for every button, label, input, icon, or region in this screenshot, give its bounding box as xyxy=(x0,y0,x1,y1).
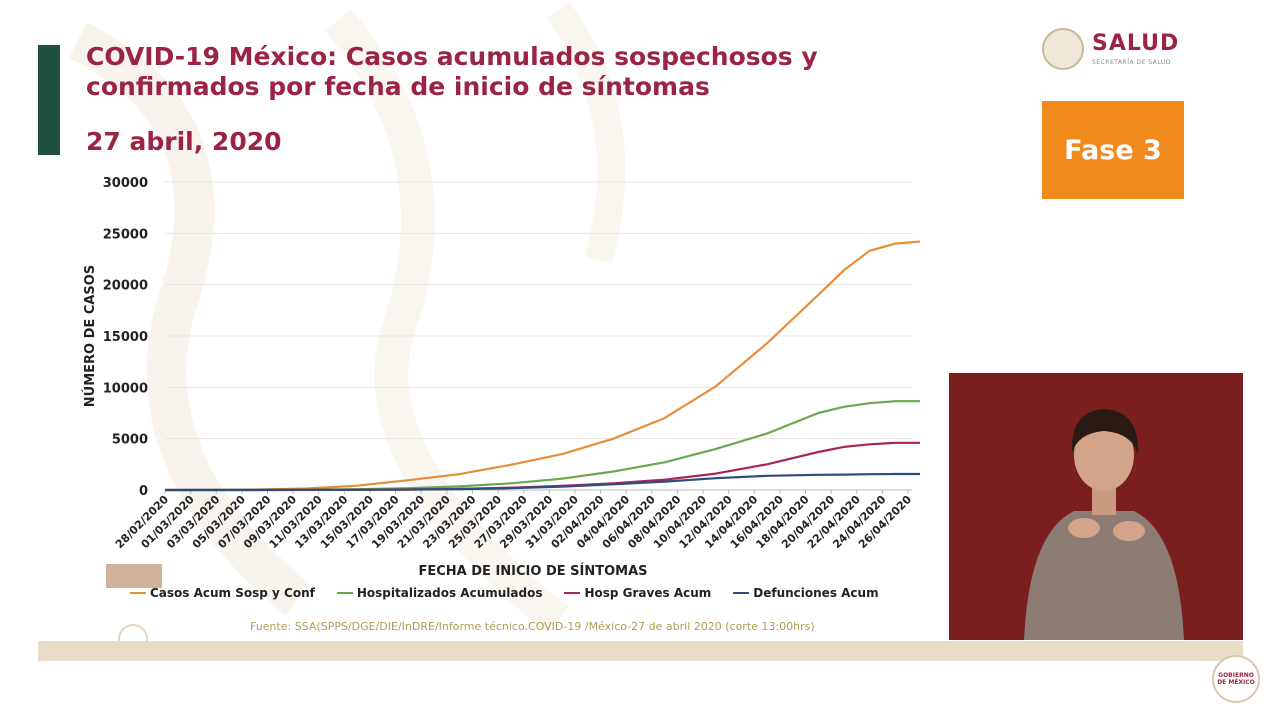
salud-logo-text: SALUD xyxy=(1092,31,1180,56)
y-tick-label: 10000 xyxy=(103,381,148,396)
salud-logo-subtext: SECRETARÍA DE SALUD xyxy=(1092,59,1171,66)
legend-label: Defunciones Acum xyxy=(753,586,879,600)
legend-item-casos: Casos Acum Sosp y Conf xyxy=(130,586,315,600)
legend-swatch xyxy=(564,592,581,594)
legend-swatch xyxy=(733,592,750,594)
interpreter-figure xyxy=(1024,409,1184,640)
y-tick-label: 25000 xyxy=(103,227,148,242)
y-tick-label: 0 xyxy=(139,484,148,499)
slide-date: 27 abril, 2020 xyxy=(86,127,282,156)
line-chart: 05000100001500020000250003000028/02/2020… xyxy=(82,176,920,579)
slide-title: COVID-19 México: Casos acumulados sospec… xyxy=(86,42,818,101)
series-line-graves xyxy=(165,441,920,492)
legend-item-hosp: Hospitalizados Acumulados xyxy=(336,586,543,600)
legend-item-defunciones: Defunciones Acum xyxy=(733,586,879,600)
series-line-hosp xyxy=(165,400,920,492)
heroes-illustration xyxy=(106,564,162,588)
chart-legend: Casos Acum Sosp y Conf Hospitalizados Acu… xyxy=(130,586,879,600)
salud-logo: SALUD SECRETARÍA DE SALUD xyxy=(1042,28,1192,74)
source-note: Fuente: SSA(SPPS/DGE/DIE/InDRE/Informe t… xyxy=(250,620,815,633)
fase-badge: Fase 3 xyxy=(1042,101,1184,199)
sign-language-interpreter-video xyxy=(949,373,1243,640)
legend-label: Hospitalizados Acumulados xyxy=(356,586,543,600)
y-tick-label: 20000 xyxy=(103,279,148,294)
fase-label: Fase 3 xyxy=(1064,134,1162,166)
salud-seal-icon xyxy=(1042,28,1084,70)
legend-swatch xyxy=(336,592,353,594)
background-pattern xyxy=(68,1,626,634)
y-tick-label: 15000 xyxy=(103,330,148,345)
y-tick-label: 5000 xyxy=(112,433,148,448)
y-axis-title: NÚMERO DE CASOS xyxy=(82,265,98,407)
legend-label: Hosp Graves Acum xyxy=(584,586,712,600)
series-line-defunciones xyxy=(165,472,920,492)
legend-item-graves: Hosp Graves Acum xyxy=(564,586,711,600)
legend-swatch xyxy=(130,592,146,594)
y-tick-label: 30000 xyxy=(103,176,148,191)
legend-label: Casos Acum Sosp y Conf xyxy=(150,586,315,600)
x-axis-title: FECHA DE INICIO DE SÍNTOMAS xyxy=(418,563,647,579)
gobierno-mexico-logo-icon: GOBIERNO DE MÉXICO xyxy=(1212,655,1260,703)
title-accent-bar xyxy=(38,45,60,155)
bottom-band xyxy=(38,641,1243,661)
series-line-casos xyxy=(164,240,920,492)
